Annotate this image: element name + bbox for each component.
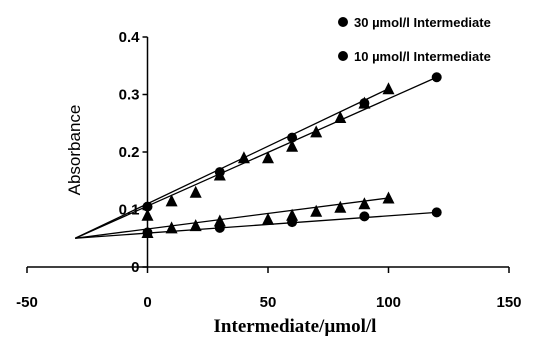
legend: 30 µmol/l Intermediate 10 µmol/l Interme… [338, 15, 491, 64]
data-point-triangle [310, 204, 323, 217]
data-point-circle [287, 217, 298, 228]
data-point-circle [431, 207, 442, 218]
x-tick-label: 100 [376, 294, 401, 311]
data-point-circle [287, 132, 298, 143]
data-point-triangle [262, 151, 274, 164]
data-point-triangle [286, 208, 299, 221]
x-tick-label: -50 [16, 294, 38, 311]
data-point-circle [359, 98, 370, 109]
fit-line [74, 88, 389, 239]
data-point-triangle [382, 191, 395, 204]
y-tick-label: 0.4 [119, 29, 141, 46]
data-point-circle [359, 211, 370, 222]
fit-line [75, 211, 437, 239]
data-point-circle [214, 167, 225, 178]
x-tick-label: 50 [260, 294, 277, 311]
legend-marker-30 [338, 17, 348, 27]
data-point-triangle [262, 212, 274, 225]
data-point-triangle [165, 221, 178, 234]
y-tick-label: 0.3 [119, 87, 140, 104]
data-point-circle [431, 72, 442, 83]
ticks: 0 0.1 0.2 0.3 0.4 -50 0 50 100 150 [16, 29, 521, 311]
x-tick-label: 0 [143, 294, 151, 311]
data-point-triangle [358, 197, 371, 210]
fit-line [74, 76, 437, 239]
data-point-triangle [334, 111, 347, 123]
data-point-triangle [286, 139, 299, 152]
y-axis-title: Absorbance [65, 105, 84, 196]
y-tick-label: 0.2 [119, 144, 140, 161]
fit-line [75, 197, 389, 239]
data-point-triangle [165, 194, 178, 207]
y-tick-label: 0 [131, 259, 139, 276]
data-point-circle [142, 227, 153, 238]
data-point-triangle [213, 214, 226, 227]
data-point-triangle [382, 82, 395, 95]
data-point-triangle [189, 185, 202, 198]
data-point-triangle [237, 151, 250, 164]
x-axis-title: Intermediate/µmol/l [214, 316, 377, 337]
legend-marker-10 [338, 51, 348, 61]
y-tick-label: 0.1 [119, 202, 140, 219]
data-point-triangle [141, 208, 154, 221]
data-point-triangle [310, 125, 323, 138]
fit-lines [74, 76, 437, 239]
data-point-triangle [189, 219, 202, 232]
legend-label-10: 10 µmol/l Intermediate [354, 49, 491, 64]
data-point-circle [142, 201, 153, 212]
legend-label-30: 30 µmol/l Intermediate [354, 15, 491, 30]
data-point-triangle [334, 200, 347, 213]
data-points [141, 72, 442, 238]
data-point-circle [214, 222, 225, 233]
x-tick-label: 150 [496, 294, 521, 311]
